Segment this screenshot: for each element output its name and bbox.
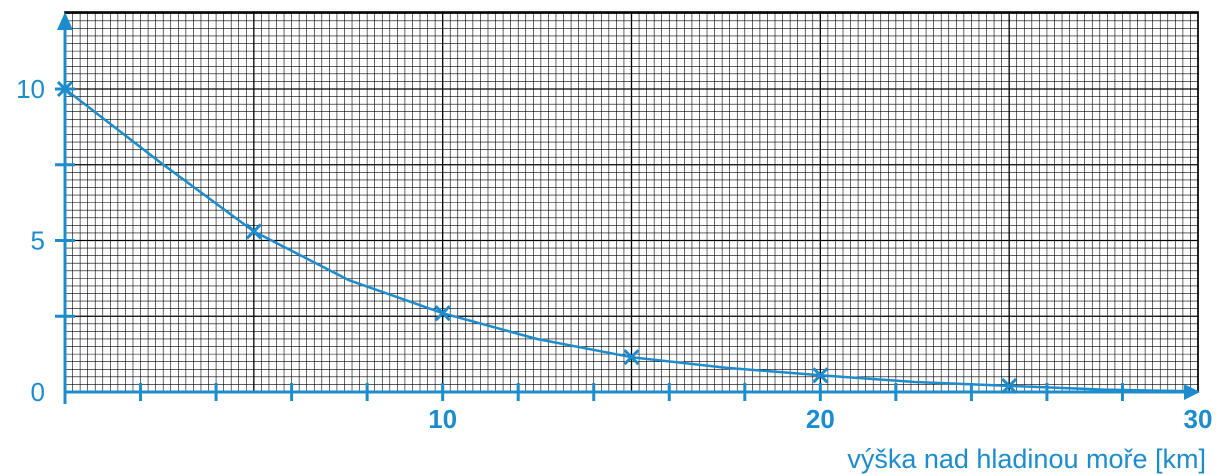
- y-tick-label: 5: [31, 226, 45, 256]
- marker-stroke: [812, 367, 829, 384]
- x-tick-label: 30: [1184, 404, 1213, 434]
- data-point-marker: [56, 80, 74, 98]
- x-tick-label: 10: [428, 404, 457, 434]
- data-point-marker: [434, 305, 451, 322]
- y-tick-label: 10: [16, 74, 45, 104]
- labels: 10 20 30 0 5 10 výška nad hladinou moře [km]: [16, 74, 1212, 474]
- series: [56, 80, 1199, 395]
- marker-stroke: [1001, 377, 1018, 395]
- y-tick-label: 0: [31, 377, 45, 407]
- data-point-marker: [623, 349, 640, 366]
- axes: [55, 12, 1200, 404]
- data-point-marker: [1001, 377, 1018, 395]
- x-tick-label: 20: [806, 404, 835, 434]
- x-axis-label: výška nad hladinou moře [km]: [847, 444, 1206, 474]
- marker-stroke: [245, 223, 262, 240]
- grid: [64, 11, 1199, 393]
- marker-stroke: [56, 80, 74, 98]
- data-point-marker: [812, 367, 829, 384]
- data-point-marker: [245, 223, 262, 240]
- marker-stroke: [434, 305, 451, 322]
- marker-stroke: [623, 349, 640, 366]
- y-axis-arrow: [57, 12, 73, 30]
